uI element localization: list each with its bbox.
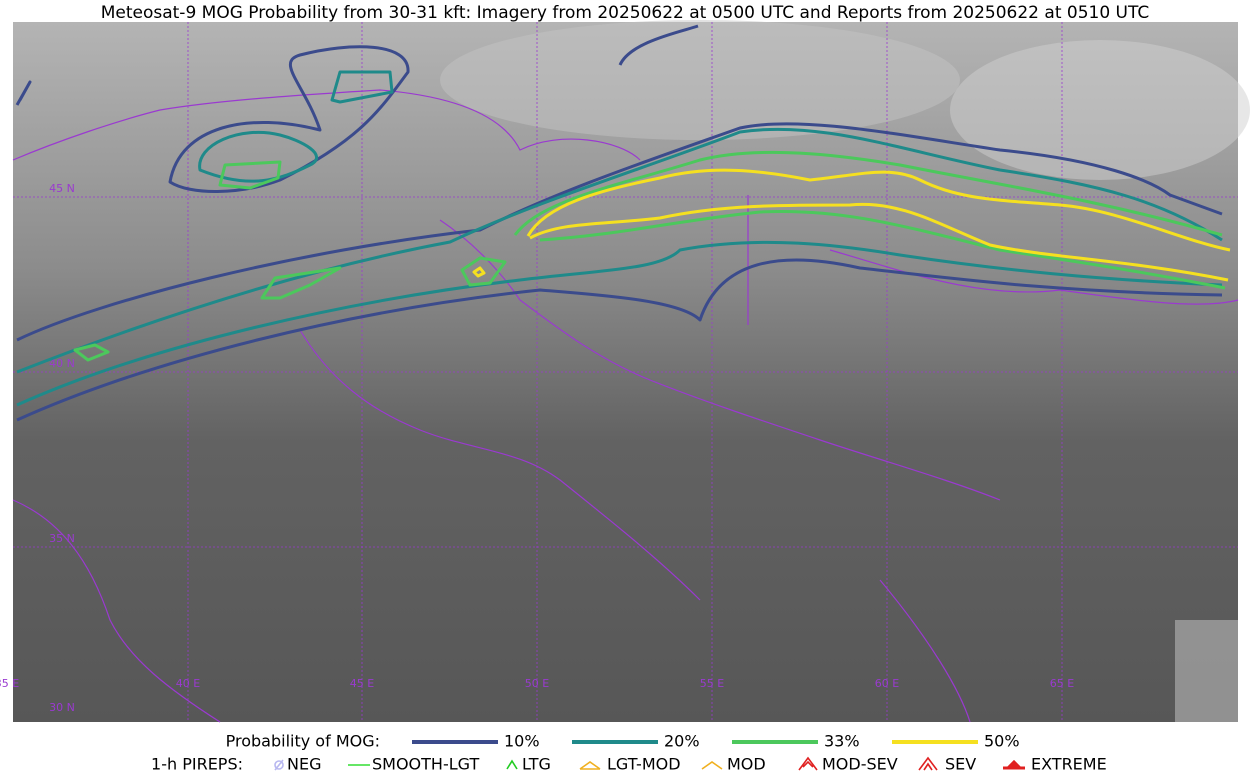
legend-symbol (798, 756, 818, 771)
map: 45 N40 N35 N30 N35 E40 E45 E50 E55 E60 E… (0, 20, 1250, 723)
contour-10 (168, 45, 410, 193)
legend-text: EXTREME (1031, 755, 1107, 774)
borders (12, 89, 1239, 723)
legend-text: MOD (727, 755, 766, 774)
contour-33 (513, 150, 1223, 237)
lon-label: 40 E (176, 677, 200, 690)
legend-label: 1-h PIREPS: (151, 755, 243, 774)
lat-label: 45 N (49, 182, 75, 195)
legend-symbol (701, 761, 723, 770)
border (747, 195, 1239, 325)
legend-text: MOD-SEV (822, 755, 898, 774)
contour-20 (198, 70, 394, 183)
contour-33 (539, 209, 1226, 290)
graticule: 45 N40 N35 N30 N35 E40 E45 E50 E55 E60 E… (0, 22, 1238, 722)
border (12, 499, 971, 723)
legend-symbol (274, 759, 284, 771)
border (439, 219, 1001, 501)
cloud (950, 40, 1250, 180)
cloud (1175, 620, 1238, 722)
border (12, 89, 641, 161)
legend-symbol (918, 756, 938, 771)
lon-label: 55 E (700, 677, 724, 690)
legend-text: SEV (945, 755, 976, 774)
contour-10 (16, 258, 1223, 422)
legend-text: SMOOTH-LGT (372, 755, 479, 774)
contour-20 (16, 240, 1223, 407)
lon-label: 35 E (0, 677, 19, 690)
lon-label: 45 E (350, 677, 374, 690)
contour-50 (529, 202, 1229, 282)
legend-text: 33% (824, 732, 860, 751)
legend-text: NEG (287, 755, 321, 774)
legend-symbol (579, 761, 601, 770)
legend-symbol (506, 759, 518, 770)
lon-label: 60 E (875, 677, 899, 690)
contour-10 (15, 24, 699, 106)
legend-text: 20% (664, 732, 700, 751)
legend-text: 50% (984, 732, 1020, 751)
lat-label: 30 N (49, 701, 75, 714)
contour-50 (472, 266, 486, 278)
legend: Probability of MOG: 10% 20% 33% 50% 1-h PIREP… (151, 732, 1107, 774)
border (299, 329, 701, 601)
legend-label: Probability of MOG: (226, 732, 380, 751)
lon-label: 65 E (1050, 677, 1074, 690)
lon-label: 50 E (525, 677, 549, 690)
cloud (440, 20, 960, 140)
lat-label: 40 N (49, 357, 75, 370)
legend-text: 10% (504, 732, 540, 751)
contour-20 (16, 127, 1223, 374)
legend-text: LGT-MOD (607, 755, 681, 774)
title: Meteosat-9 MOG Probability from 30-31 kf… (101, 3, 1150, 23)
contour-33 (73, 160, 507, 362)
legend-text: LTG (522, 755, 551, 774)
contour-10 (16, 122, 1223, 342)
legend-symbol (1003, 759, 1025, 770)
contours (15, 24, 1231, 422)
contour-50 (526, 168, 1231, 252)
